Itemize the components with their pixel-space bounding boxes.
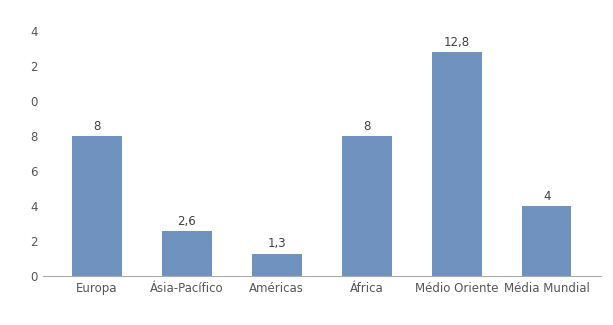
Text: 1,3: 1,3 — [267, 237, 286, 250]
Bar — [342, 136, 392, 276]
Text: 8: 8 — [93, 120, 101, 133]
Bar — [432, 52, 482, 276]
Text: 8: 8 — [363, 120, 370, 133]
Bar — [252, 254, 302, 276]
Text: 4: 4 — [543, 190, 550, 203]
Bar — [162, 231, 211, 276]
Bar — [522, 206, 571, 276]
Text: 12,8: 12,8 — [444, 36, 470, 49]
Bar — [72, 136, 121, 276]
Text: 2,6: 2,6 — [178, 214, 196, 227]
